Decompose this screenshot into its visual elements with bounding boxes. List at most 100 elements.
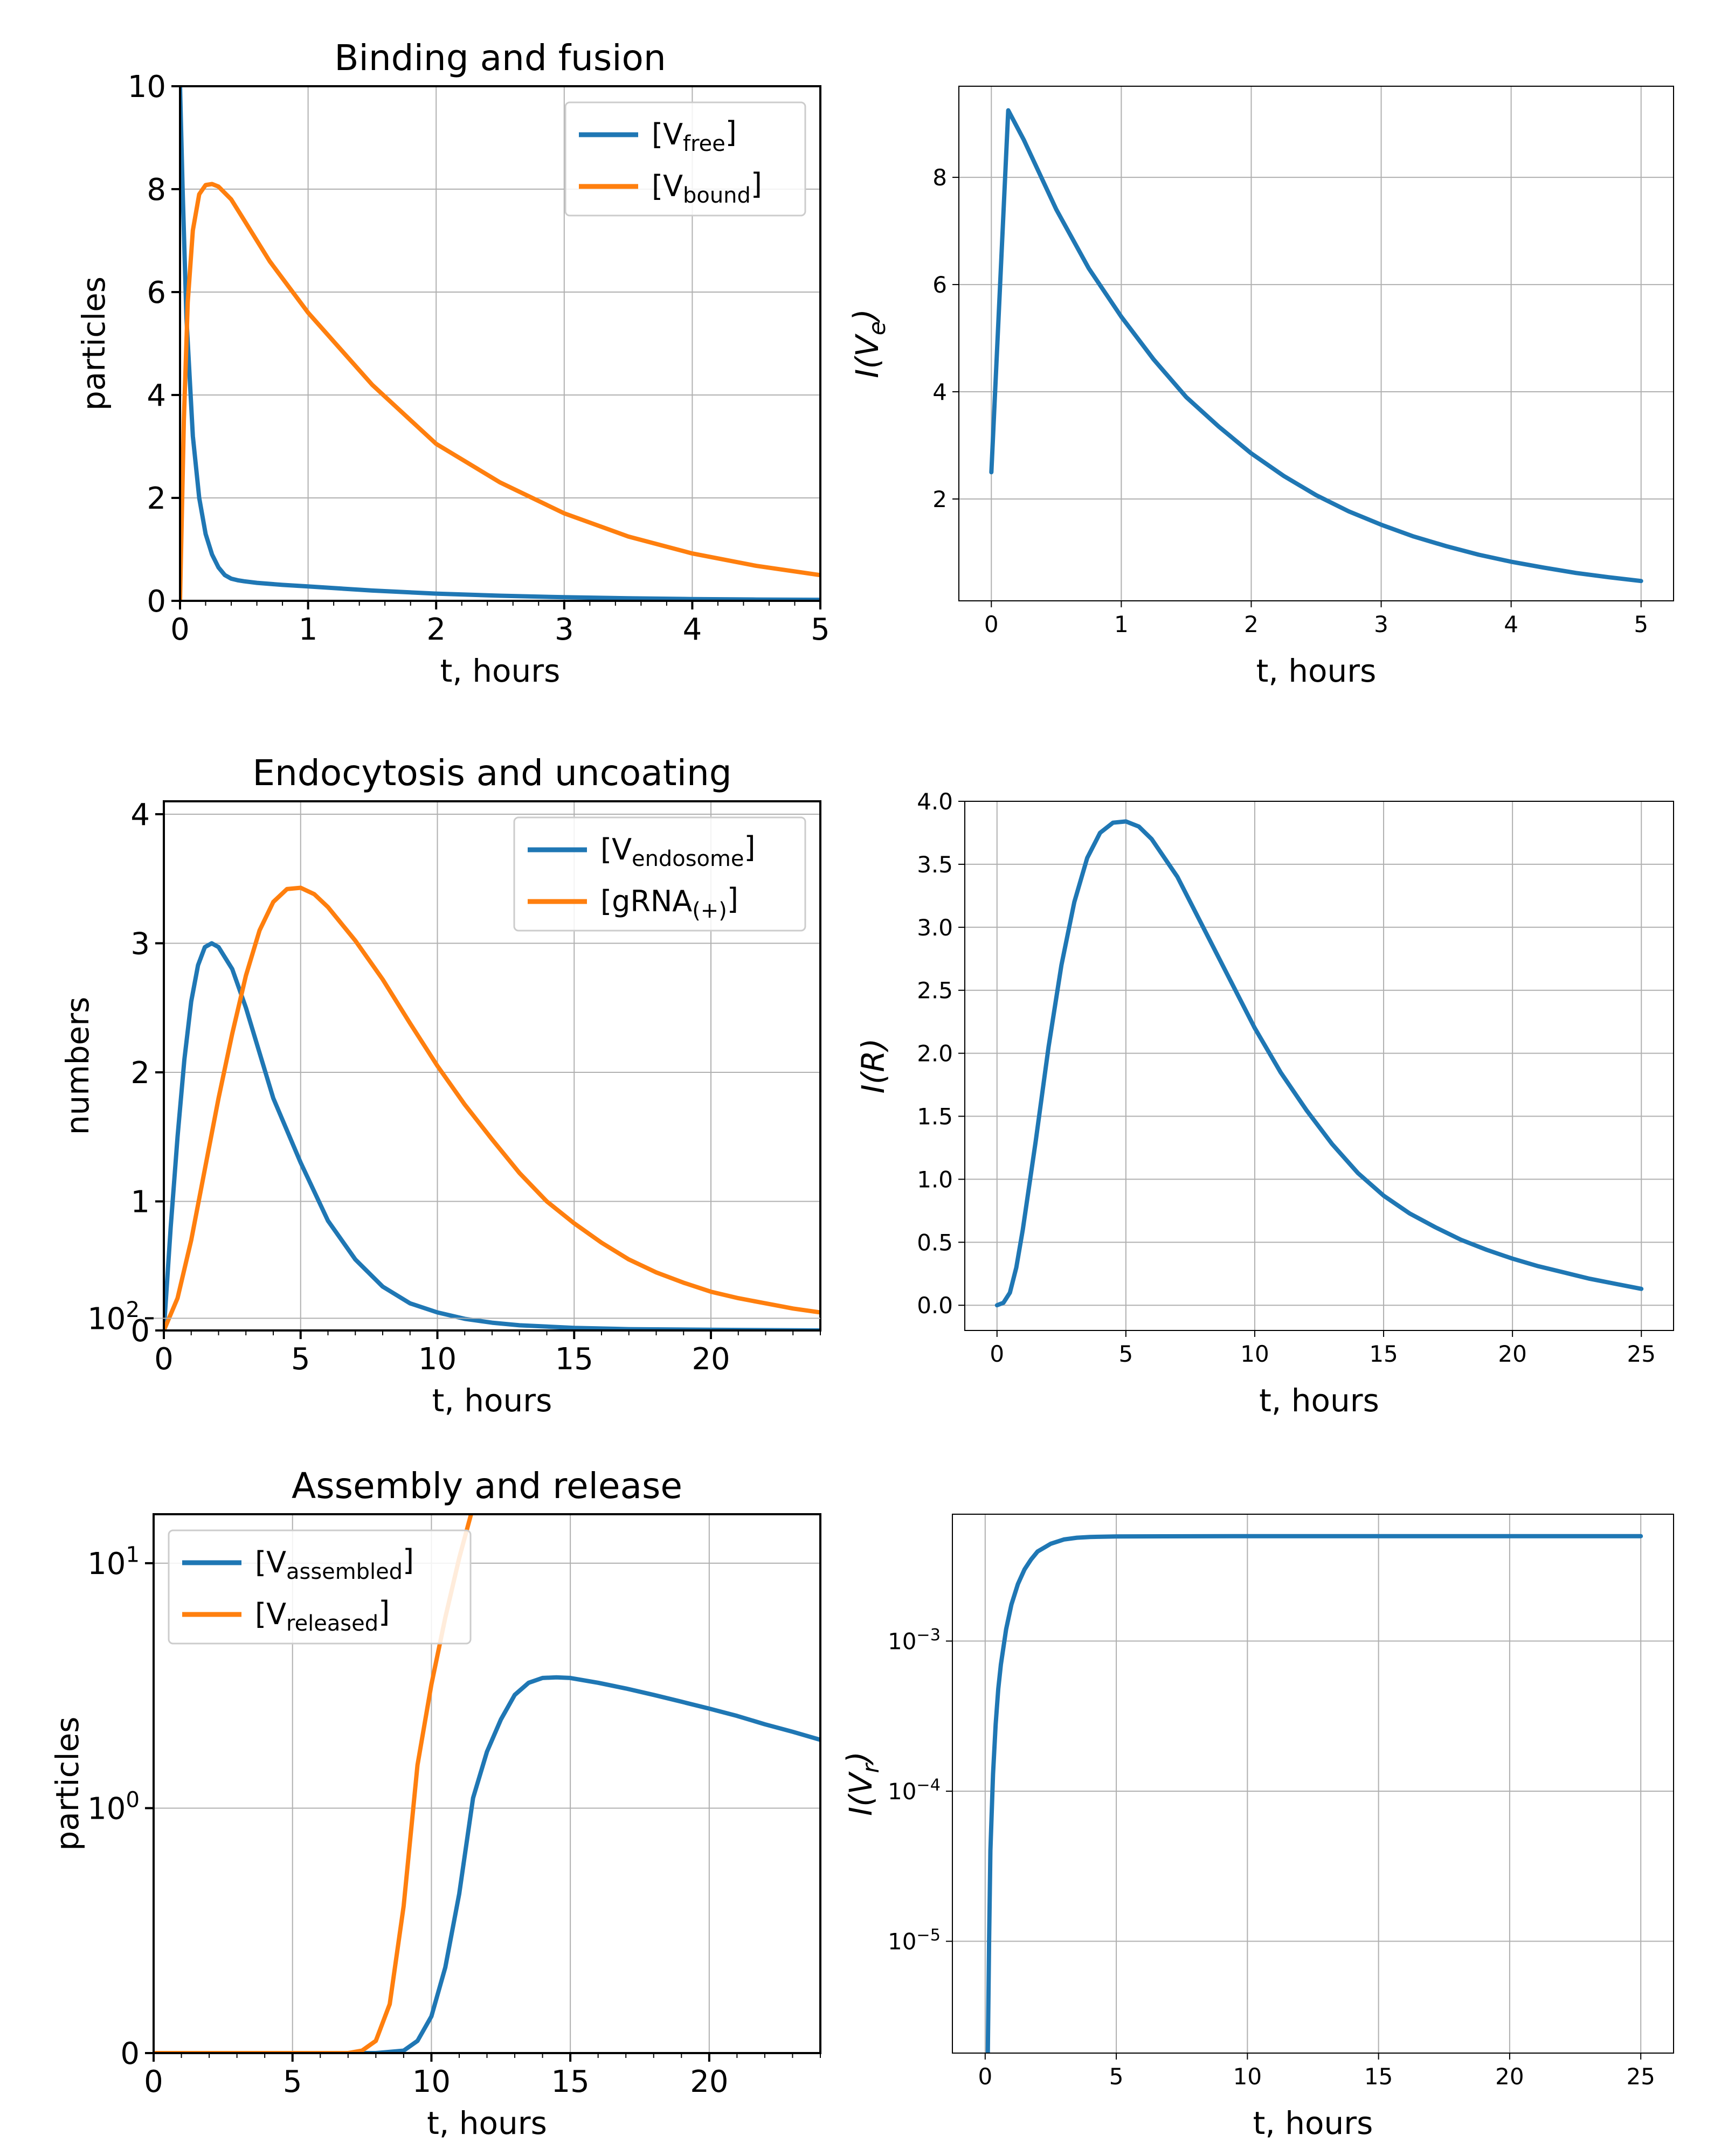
- x-tick-label: 0: [154, 1342, 174, 1377]
- y-tick-label: 8: [147, 172, 166, 207]
- y-tick-label: 1.0: [917, 1166, 953, 1193]
- x-tick-label: 15: [555, 1342, 593, 1377]
- y-tick-label: 4: [932, 379, 947, 405]
- axes-frame: [958, 86, 1674, 601]
- y-tick-label: 1.5: [917, 1104, 953, 1130]
- legend-entry: [Vfree]: [652, 115, 737, 156]
- y-tick-label: 6: [932, 272, 947, 298]
- series-line-0: [180, 86, 820, 601]
- x-tick-label: 10: [418, 1342, 457, 1377]
- legend-entry: [Vassembled]: [255, 1543, 414, 1584]
- y-axis-label-group: I(R): [855, 1038, 891, 1094]
- chart-ir: 0 5 10 15 20 25 0.0 0.5 1.0 1.5 2.0 2.5 3.0 3.5 4.0 t, …: [855, 788, 1674, 1419]
- y-tick-label: 4: [130, 798, 150, 833]
- y-axis-label: particles: [75, 276, 112, 411]
- x-tick-label: 1: [1114, 611, 1129, 637]
- x-tick-label: 5: [291, 1342, 310, 1377]
- series-line-0: [164, 941, 820, 1330]
- chart-binding: 0 1 2 3 4 5 0 2 4 6 8 10 Binding and fusion t, hours p…: [75, 37, 830, 689]
- chart-ivr: 0 5 10 15 20 25 10−5 10−4 10−3 t, hours I(Vr): [840, 1514, 1674, 2141]
- y-tick-label: 6: [147, 275, 166, 310]
- chart-title: Endocytosis and uncoating: [252, 752, 731, 794]
- legend-entry: [Vreleased]: [255, 1595, 390, 1636]
- x-axis-label: t, hours: [440, 653, 561, 689]
- x-tick-label: 1: [299, 612, 318, 647]
- y-tick-label: 10: [128, 70, 166, 105]
- y-tick-label: 100: [87, 1787, 140, 1826]
- y-axis-label-group: numbers: [59, 997, 96, 1135]
- x-tick-label: 5: [1634, 611, 1648, 637]
- y-tick-label: 3.0: [917, 914, 953, 941]
- x-tick-label: 0: [170, 612, 190, 647]
- x-tick-label: 4: [683, 612, 702, 647]
- x-tick-label: 5: [1118, 1341, 1133, 1367]
- x-tick-label: 20: [1498, 1341, 1526, 1367]
- y-tick-label: 0: [130, 1314, 150, 1349]
- x-axis-label: t, hours: [1259, 1382, 1379, 1419]
- y-tick-label: 4.0: [917, 788, 953, 815]
- x-tick-label: 4: [1504, 611, 1518, 637]
- series-line-0: [154, 1675, 820, 2053]
- axes-frame: [964, 801, 1674, 1331]
- y-axis-label: I(Ve): [846, 309, 890, 378]
- x-tick-label: 10: [412, 2064, 451, 2099]
- x-tick-label: 25: [1627, 1341, 1656, 1367]
- y-axis-label: particles: [49, 1717, 86, 1851]
- x-axis-label: t, hours: [432, 1382, 552, 1419]
- y-tick-label: 0.5: [917, 1229, 953, 1256]
- y-tick-label: 0: [147, 584, 166, 619]
- x-tick-label: 15: [1364, 2063, 1393, 2090]
- y-tick-label: 0: [120, 2036, 140, 2071]
- chart-endocytosis: 0 5 10 15 20 0 1 2 3 4 Endocytosis and uncoating t,…: [59, 752, 821, 1419]
- y-tick-label: 4: [147, 378, 166, 413]
- x-tick-label: 0: [978, 2063, 992, 2090]
- chart-title: Binding and fusion: [334, 37, 666, 79]
- x-axis-label: t, hours: [1253, 2105, 1373, 2141]
- x-tick-label: 2: [1244, 611, 1259, 637]
- x-tick-label: 3: [555, 612, 574, 647]
- x-axis-label: t, hours: [1256, 653, 1377, 689]
- y-tick-label: 2.0: [917, 1041, 953, 1067]
- axes-frame: [179, 85, 821, 602]
- x-tick-label: 10: [1233, 2063, 1262, 2090]
- y-tick-label: 8: [932, 164, 947, 191]
- series-line-1: [154, 1514, 474, 2053]
- x-tick-label: 25: [1626, 2063, 1655, 2090]
- legend-box: [168, 1529, 472, 1645]
- chart-ive: 0 1 2 3 4 5 2 4 6 8 t, hours I(Ve): [846, 86, 1674, 689]
- x-tick-label: 20: [692, 1342, 730, 1377]
- y-axis-label: I(Vr): [840, 1751, 884, 1816]
- y-tick-label: 0.0: [917, 1292, 953, 1319]
- x-tick-label: 2: [426, 612, 446, 647]
- y-tick-label: 101: [87, 1542, 140, 1582]
- y-axis-label-group: particles: [49, 1717, 86, 1851]
- y-tick-label: 2: [147, 481, 166, 516]
- y-tick-label: 10−3: [888, 1626, 941, 1655]
- y-axis-label: numbers: [59, 997, 96, 1135]
- axes-frame: [952, 1514, 1674, 2054]
- x-tick-label: 0: [984, 611, 999, 637]
- y-tick-label: 10−4: [888, 1776, 941, 1805]
- x-axis-label: t, hours: [427, 2105, 547, 2141]
- x-tick-label: 0: [990, 1341, 1004, 1367]
- y-tick-label: 1: [130, 1184, 150, 1219]
- legend-entry: [Vbound]: [652, 167, 762, 208]
- x-tick-label: 3: [1374, 611, 1388, 637]
- x-tick-label: 5: [283, 2064, 302, 2099]
- y-tick-label: 2: [932, 486, 947, 512]
- series-line-0: [994, 819, 1644, 1308]
- x-tick-label: 0: [144, 2064, 163, 2099]
- chart-title: Assembly and release: [292, 1465, 682, 1507]
- series-line-1: [180, 182, 820, 601]
- y-tick-label: 3: [130, 926, 150, 961]
- x-tick-label: 20: [1495, 2063, 1524, 2090]
- x-tick-label: 5: [1109, 2063, 1124, 2090]
- x-tick-label: 20: [690, 2064, 728, 2099]
- y-axis-label-group: I(Vr): [840, 1751, 884, 1816]
- y-tick-label: 2.5: [917, 978, 953, 1004]
- legend-entry: [Vendosome]: [600, 830, 756, 871]
- legend-entry: [gRNA(+)]: [600, 882, 738, 923]
- y-axis-label: I(R): [855, 1038, 891, 1094]
